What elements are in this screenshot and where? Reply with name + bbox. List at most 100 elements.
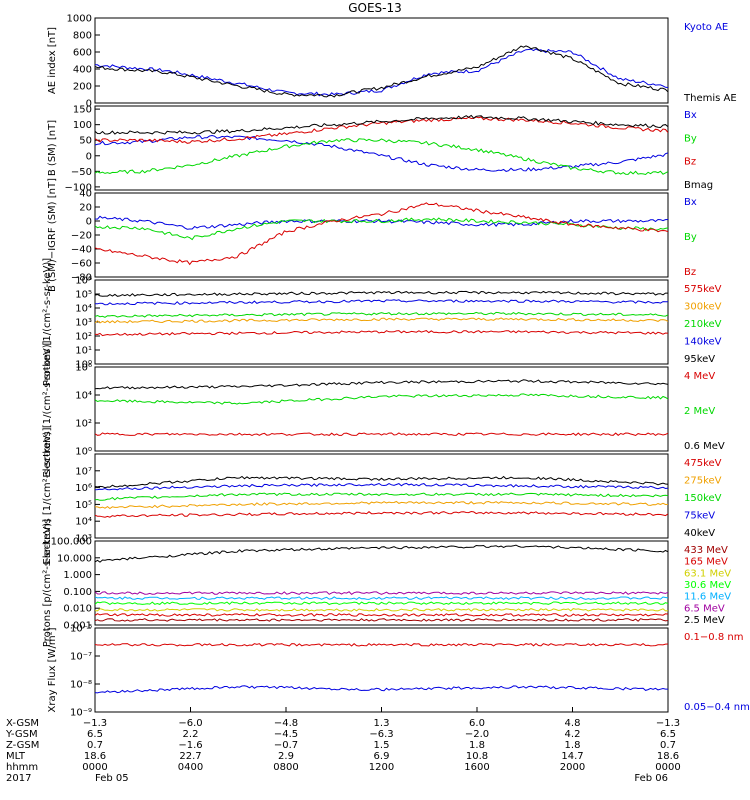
x-tick-label: 1.8	[469, 740, 485, 751]
y-tick-label: 50	[79, 136, 92, 147]
panel-5: 10⁰ 10² 10⁴ 10⁶ Electrons [1/(cm²-s-sr-keV)]…	[42, 340, 725, 477]
series-line-11-6-mev	[95, 596, 668, 600]
legend-entry: Bx	[684, 110, 697, 121]
x-tick-label: 0000	[655, 762, 680, 773]
y-tick-label: 10⁶	[75, 276, 92, 287]
x-tick-label: −2.0	[465, 729, 489, 740]
y-tick-label: 10⁵	[75, 500, 92, 511]
series-line-bmag	[95, 114, 668, 135]
panel-frame	[94, 192, 669, 278]
x-tick-label: −6.3	[369, 729, 393, 740]
x-tick-label: 6.5	[87, 729, 103, 740]
x-tick-label: 0400	[178, 762, 203, 773]
x-row-label: Y-GSM	[5, 729, 38, 740]
y-axis-label: Electrons [1/(cm²-s-sr-keV)]	[42, 340, 53, 477]
x-tick-label: −6.0	[178, 718, 202, 729]
series-line-575kev	[95, 330, 668, 337]
y-tick-label: 0	[86, 217, 92, 228]
series-line-by	[95, 138, 668, 176]
x-tick-label: 2.9	[278, 751, 294, 762]
y-tick-label: 600	[73, 48, 92, 59]
series-group	[95, 544, 668, 622]
x-tick-label: 18.6	[657, 751, 679, 762]
y-tick-label: 10³	[75, 534, 92, 545]
x-tick-label: 6.5	[660, 729, 676, 740]
series-group	[95, 642, 668, 694]
legend-entry: 0.6 MeV	[684, 441, 725, 452]
legend-entry: 2 MeV	[684, 406, 715, 417]
x-tick-label: 0.7	[87, 740, 103, 751]
legend-entry: Kyoto AE	[684, 22, 728, 33]
series-line-63-1-mev	[95, 608, 668, 612]
legend-entry: 11.6 MeV	[684, 592, 731, 603]
y-tick-label: −20	[71, 231, 92, 242]
x-tick-label: 4.8	[565, 718, 581, 729]
series-group	[95, 379, 668, 437]
y-tick-label: 10⁻⁷	[70, 652, 92, 663]
series-line-2-mev	[95, 393, 668, 405]
legend-entry: 6.5 MeV	[684, 603, 725, 614]
y-tick-label: 10⁰	[75, 447, 92, 458]
x-tick-label: 4.2	[565, 729, 581, 740]
panel-frame	[94, 17, 669, 104]
y-tick-label: 400	[73, 65, 92, 76]
series-line-140kev	[95, 299, 668, 306]
y-tick-label: 10⁴	[75, 517, 92, 528]
legend-entry: Bx	[684, 197, 697, 208]
series-line-95kev	[95, 290, 668, 297]
panel-frame	[94, 366, 669, 452]
legend-entry: Themis AE	[683, 93, 737, 104]
x-tick-label: 6.9	[374, 751, 390, 762]
x-tick-label: 22.7	[179, 751, 201, 762]
x-tick-label: 6.0	[469, 718, 485, 729]
x-row-label: MLT	[6, 751, 26, 762]
legend-entry: By	[684, 133, 697, 144]
series-line-150kev	[95, 492, 668, 501]
y-tick-label: −80	[71, 273, 92, 284]
x-tick-label: −4.5	[274, 729, 298, 740]
x-tick-label: 1.8	[565, 740, 581, 751]
legend-entry: 30.6 MeV	[684, 580, 731, 591]
legend-entry: 475keV	[684, 458, 722, 469]
y-tick-label: 10⁶	[75, 483, 92, 494]
series-group	[95, 202, 668, 266]
legend-entry: 210keV	[684, 319, 722, 330]
panel-frame	[94, 453, 669, 539]
x-tick-label: 0000	[82, 762, 107, 773]
series-line-0-05-0-4-nm	[95, 685, 668, 694]
y-tick-label: 200	[73, 82, 92, 93]
panel-3: −80 −60 −40 −20 0 20 40 B (SM)−IGRF (SM) [nT] Bx…	[47, 178, 697, 292]
legend-entry: 4 MeV	[684, 371, 715, 382]
series-line-300kev	[95, 317, 668, 324]
y-tick-label: 20	[79, 203, 92, 214]
legend-entry: Bmag	[684, 180, 713, 191]
x-tick-label: 10.8	[466, 751, 488, 762]
series-group	[95, 475, 668, 518]
y-tick-label: 10¹	[75, 346, 92, 357]
x-tick-label: −1.6	[178, 740, 202, 751]
series-line-6-5-mev	[95, 591, 668, 595]
y-tick-label: 0	[86, 151, 92, 162]
legend-entry: 300keV	[684, 302, 722, 313]
x-row-label: hhmm	[6, 762, 38, 773]
x-tick-label: −0.7	[274, 740, 298, 751]
panel-6: 10³ 10⁴ 10⁵ 10⁶ 10⁷ Electrons [1/(cm²-s-sr-ke…	[42, 427, 722, 564]
y-tick-label: 40	[79, 189, 92, 200]
y-tick-label: 0.100	[63, 587, 92, 598]
legend-entry: 95keV	[684, 354, 715, 365]
series-line-165-mev	[95, 613, 668, 617]
series-group	[95, 114, 668, 176]
y-tick-label: 10⁶	[75, 363, 92, 374]
y-tick-label: 10⁴	[75, 391, 92, 402]
y-tick-label: 1000	[67, 14, 92, 25]
y-tick-label: 150	[73, 105, 92, 116]
y-tick-label: 800	[73, 31, 92, 42]
y-tick-label: −50	[71, 167, 92, 178]
y-axis-label: Protons [1/(cm²-s-sr-keV)]	[42, 258, 53, 386]
series-line-bz	[95, 116, 668, 144]
series-group	[95, 290, 668, 337]
y-tick-label: 0.010	[63, 604, 92, 615]
y-tick-label: −60	[71, 259, 92, 270]
